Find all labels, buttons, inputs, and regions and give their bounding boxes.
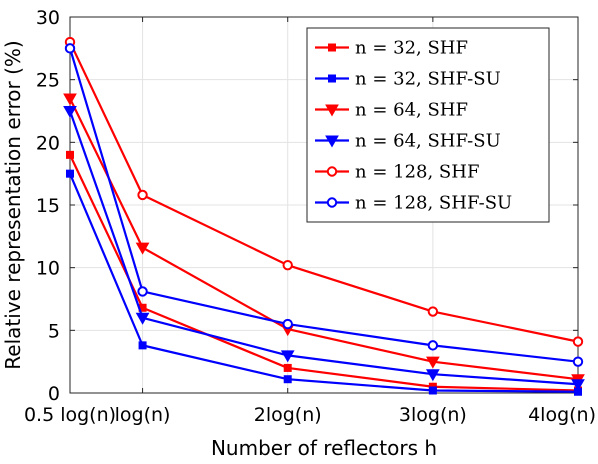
x-tick-label: 4log(n) <box>528 404 596 426</box>
data-point-n-64-shf-su <box>135 312 150 325</box>
data-point-n-32-shf <box>66 150 74 159</box>
y-tick-label: 0 <box>48 383 60 405</box>
data-point-n-64-shf-su <box>571 379 585 392</box>
legend-label-n-128-shf: n = 128, SHF <box>355 162 479 183</box>
legend-label-n-64-shf: n = 64, SHF <box>355 100 468 121</box>
legend: n = 32, SHF n = 32, SHF-SU n = 64, SHF n = … <box>306 27 550 223</box>
y-tick-label: 25 <box>36 70 60 92</box>
legend-marker-n-32-shf <box>328 43 336 52</box>
y-axis-label: Relative representation error (%) <box>1 40 25 369</box>
data-point-n-32-shf-su <box>428 386 437 395</box>
legend-marker-n-64-shf-su <box>325 135 339 148</box>
data-point-n-32-shf-su <box>283 375 292 384</box>
legend-label-n-128-shf-su: n = 128, SHF-SU <box>355 193 512 214</box>
data-point-n-64-shf-su <box>63 106 77 119</box>
y-tick-label: 10 <box>36 258 60 280</box>
legend-entry-n-128-shf-su: n = 128, SHF-SU <box>315 193 512 214</box>
x-tick-label: log(n) <box>115 404 171 426</box>
legend-entry-n-64-shf-su: n = 64, SHF-SU <box>315 131 501 152</box>
legend-marker-n-128-shf-su <box>326 197 338 208</box>
data-point-n-64-shf <box>135 242 150 255</box>
legend-box <box>306 27 550 223</box>
legend-label-n-64-shf-su: n = 64, SHF-SU <box>355 131 501 152</box>
data-point-n-128-shf-su <box>282 318 293 330</box>
series-group <box>63 36 585 396</box>
data-point-n-128-shf-su <box>572 356 584 367</box>
data-point-n-128-shf <box>427 306 439 317</box>
data-point-n-64-shf-su <box>280 350 295 363</box>
x-tick-label: 0.5 log(n) <box>24 404 116 426</box>
data-point-n-128-shf-su <box>64 43 76 54</box>
series-n-32-shf-su <box>66 169 582 396</box>
legend-entry-n-32-shf-su: n = 32, SHF-SU <box>315 69 501 90</box>
legend-entry-n-32-shf: n = 32, SHF <box>315 38 468 59</box>
y-tick-label: 20 <box>36 132 60 154</box>
y-tick-label: 15 <box>36 195 60 217</box>
data-point-n-128-shf <box>572 336 584 347</box>
data-point-n-64-shf <box>63 93 77 106</box>
data-point-n-32-shf <box>283 363 292 372</box>
legend-marker-n-64-shf <box>325 104 339 117</box>
data-point-n-64-shf <box>425 356 440 369</box>
legend-entry-n-64-shf: n = 64, SHF <box>315 100 468 121</box>
x-tick-label: 3log(n) <box>399 404 467 426</box>
data-point-n-32-shf-su <box>138 341 147 350</box>
x-tick-label: 2log(n) <box>254 404 322 426</box>
y-tick-label: 5 <box>48 320 60 342</box>
data-point-n-128-shf <box>137 189 148 201</box>
legend-label-n-32-shf-su: n = 32, SHF-SU <box>355 69 501 90</box>
axes: 0 5 10 15 20 25 30 0.5 log(n)log(n) 2log(n) 3log(… <box>24 7 596 426</box>
data-point-n-128-shf-su <box>137 286 148 297</box>
legend-label-n-32-shf: n = 32, SHF <box>355 38 468 59</box>
y-tick-label: 30 <box>36 7 60 29</box>
data-point-n-128-shf <box>282 259 293 271</box>
data-point-n-64-shf-su <box>425 369 440 382</box>
x-axis-label: Number of reflectors h <box>211 436 437 460</box>
data-point-n-32-shf-su <box>66 169 74 178</box>
legend-entry-n-128-shf: n = 128, SHF <box>315 162 479 183</box>
series-n-64-shf-su <box>63 106 585 392</box>
legend-marker-n-128-shf <box>326 166 338 177</box>
series-n-128-shf-su <box>64 43 584 367</box>
legend-marker-n-32-shf-su <box>328 74 336 83</box>
data-point-n-128-shf-su <box>427 340 439 351</box>
